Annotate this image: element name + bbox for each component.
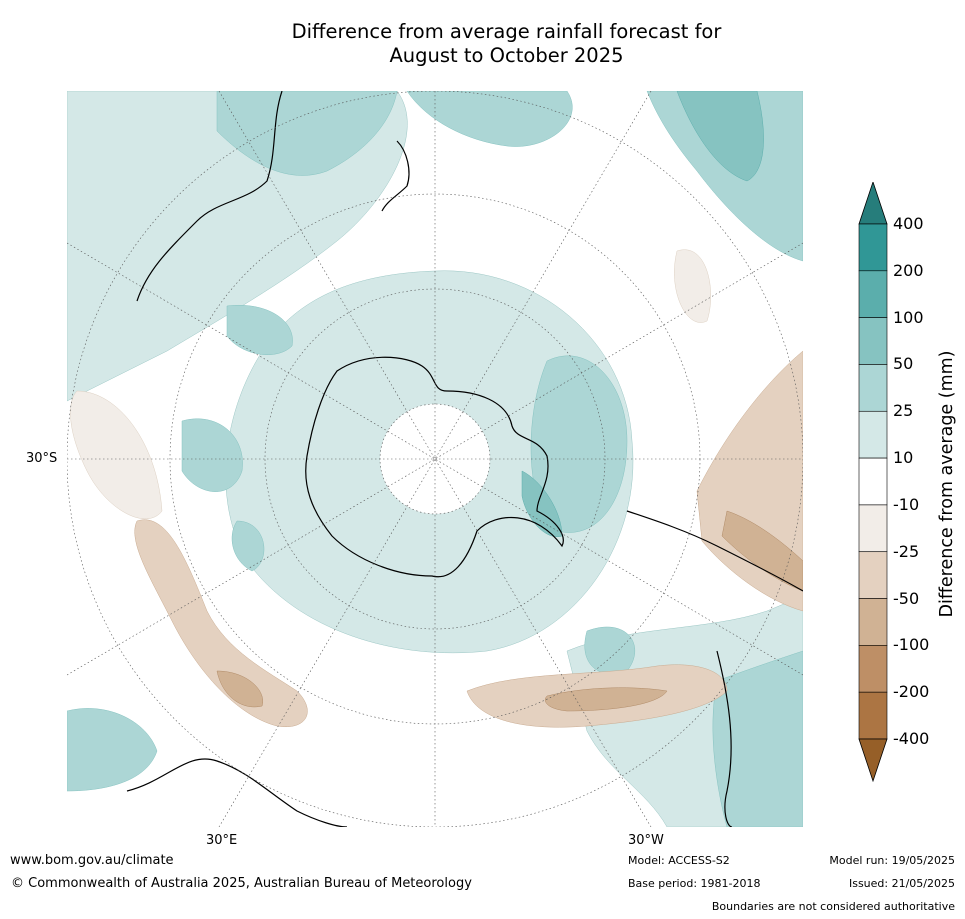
antarctica-coastline [305,356,564,578]
graticule [67,91,803,827]
south-america-coastline [626,510,803,592]
colorbar-tick-label: -50 [893,588,920,608]
colorbar-tick-label: 400 [893,214,924,233]
footer-website: www.bom.gov.au/climate [10,853,174,868]
colorbar-tick-label: -25 [893,541,920,561]
colorbar-tick-label: 200 [893,260,924,280]
map-title: Difference from average rainfall forecas… [230,20,783,68]
longitude-label-30w: 30°W [628,833,664,848]
latitude-label-30s: 30°S [26,451,58,466]
colorbar-band [858,364,888,412]
rainfall-anomaly-layer [67,91,803,827]
south-america-east-coastline [716,650,733,827]
colorbar-tick-label: -10 [893,494,920,514]
colorbar-tick-label: -400 [893,729,930,748]
colorbar-band [858,270,888,318]
longitude-label-30e: 30°E [206,833,238,848]
colorbar-tick-label: 10 [893,448,914,468]
map-svg [67,91,803,827]
footer-issued: Issued: 21/05/2025 [848,877,955,890]
colorbar-tick-label: -200 [893,682,930,702]
new-zealand-coastline [381,140,410,212]
footer-model: Model: ACCESS-S2 [628,854,730,867]
colorbar-tick-label: -100 [893,635,930,655]
colorbar-tick-label: 50 [893,354,914,374]
footer-base-period: Base period: 1981-2018 [628,877,761,890]
colorbar-band [858,410,888,459]
colorbar [858,182,888,782]
colorbar-band [858,691,888,740]
colorbar-band [858,645,888,693]
colorbar-under-arrow [858,738,888,782]
colorbar-tick-label: 25 [893,401,914,421]
footer-model-run: Model run: 19/05/2025 [829,854,955,867]
colorbar-band [858,457,888,506]
map-title-line1: Difference from average rainfall forecas… [291,20,722,43]
colorbar-band [858,504,888,553]
colorbar-bands [858,223,888,740]
rainfall-difference-map [67,91,803,827]
colorbar-over-arrow [858,182,888,225]
australia-coastline [136,91,283,302]
colorbar-band [858,317,888,365]
colorbar-band [858,551,888,599]
colorbar-title: Difference from average (mm) [937,350,957,618]
footer-disclaimer: Boundaries are not considered authoritat… [711,900,955,913]
colorbar-band [858,223,888,272]
coastlines [126,91,803,827]
map-title-line2: August to October 2025 [389,44,624,67]
colorbar-tick-label: 100 [893,307,924,327]
colorbar-band [858,598,888,646]
footer-copyright: © Commonwealth of Australia 2025, Austra… [11,876,472,891]
